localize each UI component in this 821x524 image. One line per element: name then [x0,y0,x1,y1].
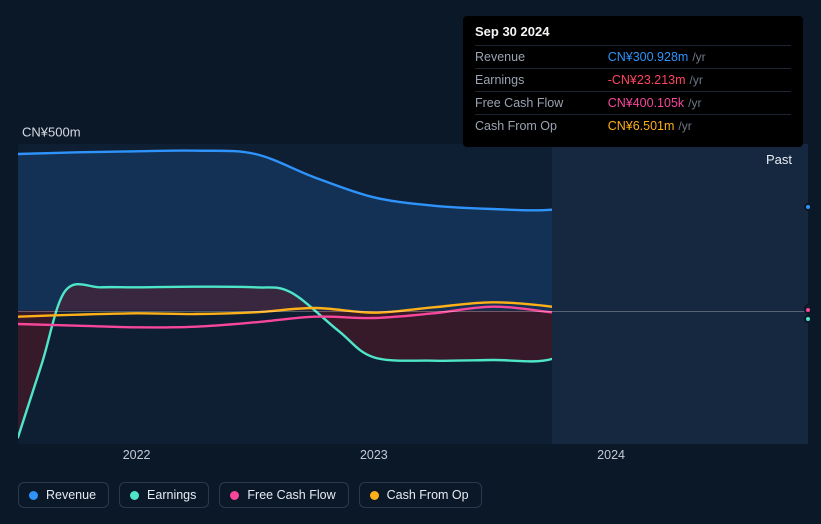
legend-label: Earnings [147,488,196,502]
y-axis-label-max: CN¥500m [22,125,81,140]
x-axis-tick: 2024 [597,448,625,462]
x-axis: 2022 2023 2024 [18,448,808,468]
tooltip-row-value: CN¥300.928m/yr [608,46,791,69]
legend-item-earnings[interactable]: Earnings [119,482,209,508]
chart-plot-area[interactable]: Past [18,144,808,444]
zero-gridline [18,311,808,312]
tooltip-row-value: -CN¥23.213m/yr [608,69,791,92]
x-axis-tick: 2022 [123,448,151,462]
tooltip-row-label: Revenue [475,46,608,69]
past-region-shade [552,144,808,444]
legend-label: Revenue [46,488,96,502]
tooltip-row: Cash From OpCN¥6.501m/yr [475,115,791,138]
end-marker-revenue[interactable] [804,203,812,211]
financial-chart-panel: Sep 30 2024 RevenueCN¥300.928m/yrEarning… [0,0,821,524]
tooltip-row-label: Free Cash Flow [475,92,608,115]
legend-label: Cash From Op [387,488,469,502]
legend-item-free-cash-flow[interactable]: Free Cash Flow [219,482,348,508]
chart-legend: Revenue Earnings Free Cash Flow Cash From O… [18,482,482,508]
tooltip-row-value: CN¥400.105k/yr [608,92,791,115]
legend-color-dot [29,491,38,500]
tooltip-row: RevenueCN¥300.928m/yr [475,46,791,69]
legend-item-cash-from-op[interactable]: Cash From Op [359,482,482,508]
tooltip-date: Sep 30 2024 [475,24,791,45]
x-axis-tick: 2023 [360,448,388,462]
tooltip-row-label: Earnings [475,69,608,92]
tooltip-row-label: Cash From Op [475,115,608,138]
legend-color-dot [230,491,239,500]
tooltip-row: Earnings-CN¥23.213m/yr [475,69,791,92]
tooltip-table: RevenueCN¥300.928m/yrEarnings-CN¥23.213m… [475,45,791,137]
end-marker-free-cash-flow[interactable] [804,306,812,314]
tooltip-row: Free Cash FlowCN¥400.105k/yr [475,92,791,115]
chart-tooltip: Sep 30 2024 RevenueCN¥300.928m/yrEarning… [463,16,803,147]
legend-item-revenue[interactable]: Revenue [18,482,109,508]
end-marker-earnings[interactable] [804,315,812,323]
tooltip-row-value: CN¥6.501m/yr [608,115,791,138]
legend-label: Free Cash Flow [247,488,335,502]
legend-color-dot [370,491,379,500]
past-label: Past [766,152,792,167]
legend-color-dot [130,491,139,500]
